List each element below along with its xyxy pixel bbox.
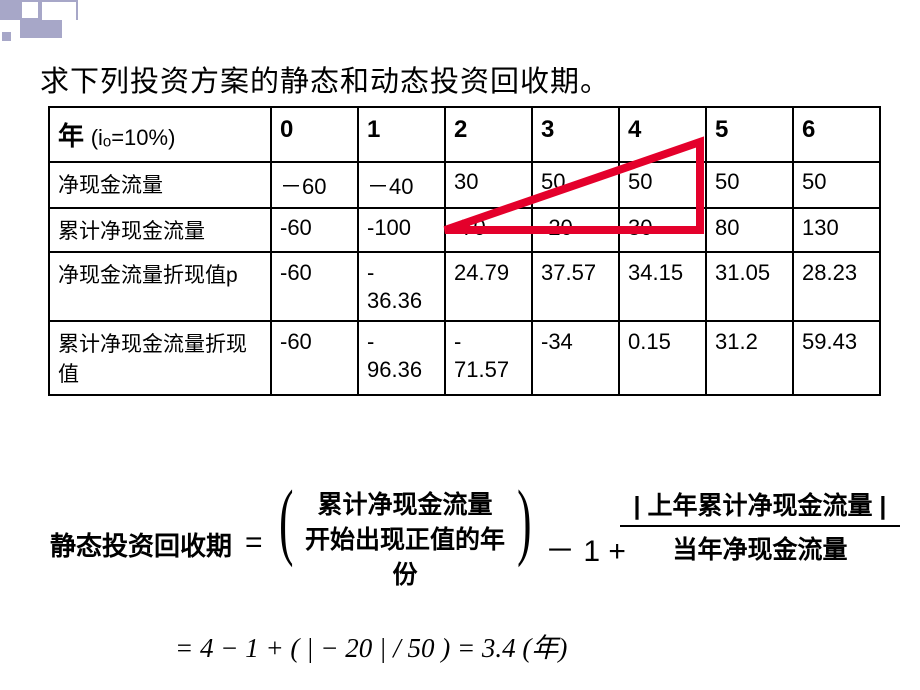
bracket-top: 累计净现金流量 xyxy=(300,488,510,523)
cell: 30 xyxy=(619,208,706,252)
cell: -60 xyxy=(271,252,358,321)
table-header-row: 年 (iₒ=10%) 0 1 2 3 4 5 6 xyxy=(49,107,880,162)
slide: 求下列投资方案的静态和动态投资回收期。 年 (iₒ=10%) 0 1 2 3 4… xyxy=(0,0,920,690)
cell: 50 xyxy=(532,162,619,208)
paren-left: ( xyxy=(279,470,293,570)
cell: -60 xyxy=(271,208,358,252)
cell: 34.15 xyxy=(619,252,706,321)
formula-eq: = xyxy=(245,526,263,560)
cell: 31.05 xyxy=(706,252,793,321)
row-label: 累计净现金流量折现值 xyxy=(49,321,271,395)
cell: －40 xyxy=(358,162,445,208)
table-row: 累计净现金流量 -60 -100 -70 -20 30 80 130 xyxy=(49,208,880,252)
data-table-wrap: 年 (iₒ=10%) 0 1 2 3 4 5 6 净现金流量 －60 －40 3… xyxy=(48,106,880,396)
cell: 130 xyxy=(793,208,880,252)
row-label: 净现金流量 xyxy=(49,162,271,208)
row-label: 净现金流量折现值p xyxy=(49,252,271,321)
cell: 59.43 xyxy=(793,321,880,395)
year-header: 年 (iₒ=10%) xyxy=(49,107,271,162)
cell: -70 xyxy=(445,208,532,252)
formula-result: = 4 − 1 + ( | − 20 | / 50 ) = 3.4 (年) xyxy=(175,626,567,665)
formula-bracket-stack: 累计净现金流量 开始出现正值的年份 xyxy=(300,488,510,593)
cell: -34 xyxy=(532,321,619,395)
data-table: 年 (iₒ=10%) 0 1 2 3 4 5 6 净现金流量 －60 －40 3… xyxy=(48,106,881,396)
year-col: 6 xyxy=(793,107,880,162)
row-label: 累计净现金流量 xyxy=(49,208,271,252)
cell: -96.36 xyxy=(358,321,445,395)
cell: 80 xyxy=(706,208,793,252)
year-col: 4 xyxy=(619,107,706,162)
paren-right: ) xyxy=(517,470,531,570)
year-col: 0 xyxy=(271,107,358,162)
page-title: 求下列投资方案的静态和动态投资回收期。 xyxy=(40,58,610,100)
cell: -71.57 xyxy=(445,321,532,395)
deco-sq xyxy=(20,20,62,38)
io-label: (iₒ=10%) xyxy=(91,125,176,150)
table-row: 累计净现金流量折现值 -60 -96.36 -71.57 -34 0.15 31… xyxy=(49,321,880,395)
year-col: 3 xyxy=(532,107,619,162)
frac-bottom: 当年净现金流量 xyxy=(620,530,900,566)
frac-top: | 上年累计净现金流量 | xyxy=(620,486,900,522)
cell: 31.2 xyxy=(706,321,793,395)
deco-sq xyxy=(2,32,11,41)
formula-fraction: | 上年累计净现金流量 | 当年净现金流量 xyxy=(620,486,900,566)
bracket-bottom: 开始出现正值的年份 xyxy=(300,523,510,593)
year-col: 5 xyxy=(706,107,793,162)
year-col: 2 xyxy=(445,107,532,162)
deco-sq xyxy=(20,0,40,20)
formula-lhs: 静态投资回收期 xyxy=(50,526,232,563)
table-row: 净现金流量折现值p -60 -36.36 24.79 37.57 34.15 3… xyxy=(49,252,880,321)
cell: -100 xyxy=(358,208,445,252)
cell: 50 xyxy=(793,162,880,208)
table-row: 净现金流量 －60 －40 30 50 50 50 50 xyxy=(49,162,880,208)
cell: 50 xyxy=(706,162,793,208)
cell: －60 xyxy=(271,162,358,208)
corner-decoration xyxy=(0,0,120,46)
cell: -20 xyxy=(532,208,619,252)
cell: -36.36 xyxy=(358,252,445,321)
cell: 30 xyxy=(445,162,532,208)
year-label: 年 xyxy=(58,121,84,151)
frac-line xyxy=(620,525,900,527)
year-col: 1 xyxy=(358,107,445,162)
cell: 0.15 xyxy=(619,321,706,395)
formula-middle: － 1 + xyxy=(545,526,626,570)
cell: 37.57 xyxy=(532,252,619,321)
cell: -60 xyxy=(271,321,358,395)
deco-sq xyxy=(0,0,20,20)
cell: 50 xyxy=(619,162,706,208)
cell: 24.79 xyxy=(445,252,532,321)
cell: 28.23 xyxy=(793,252,880,321)
deco-sq xyxy=(40,0,78,20)
